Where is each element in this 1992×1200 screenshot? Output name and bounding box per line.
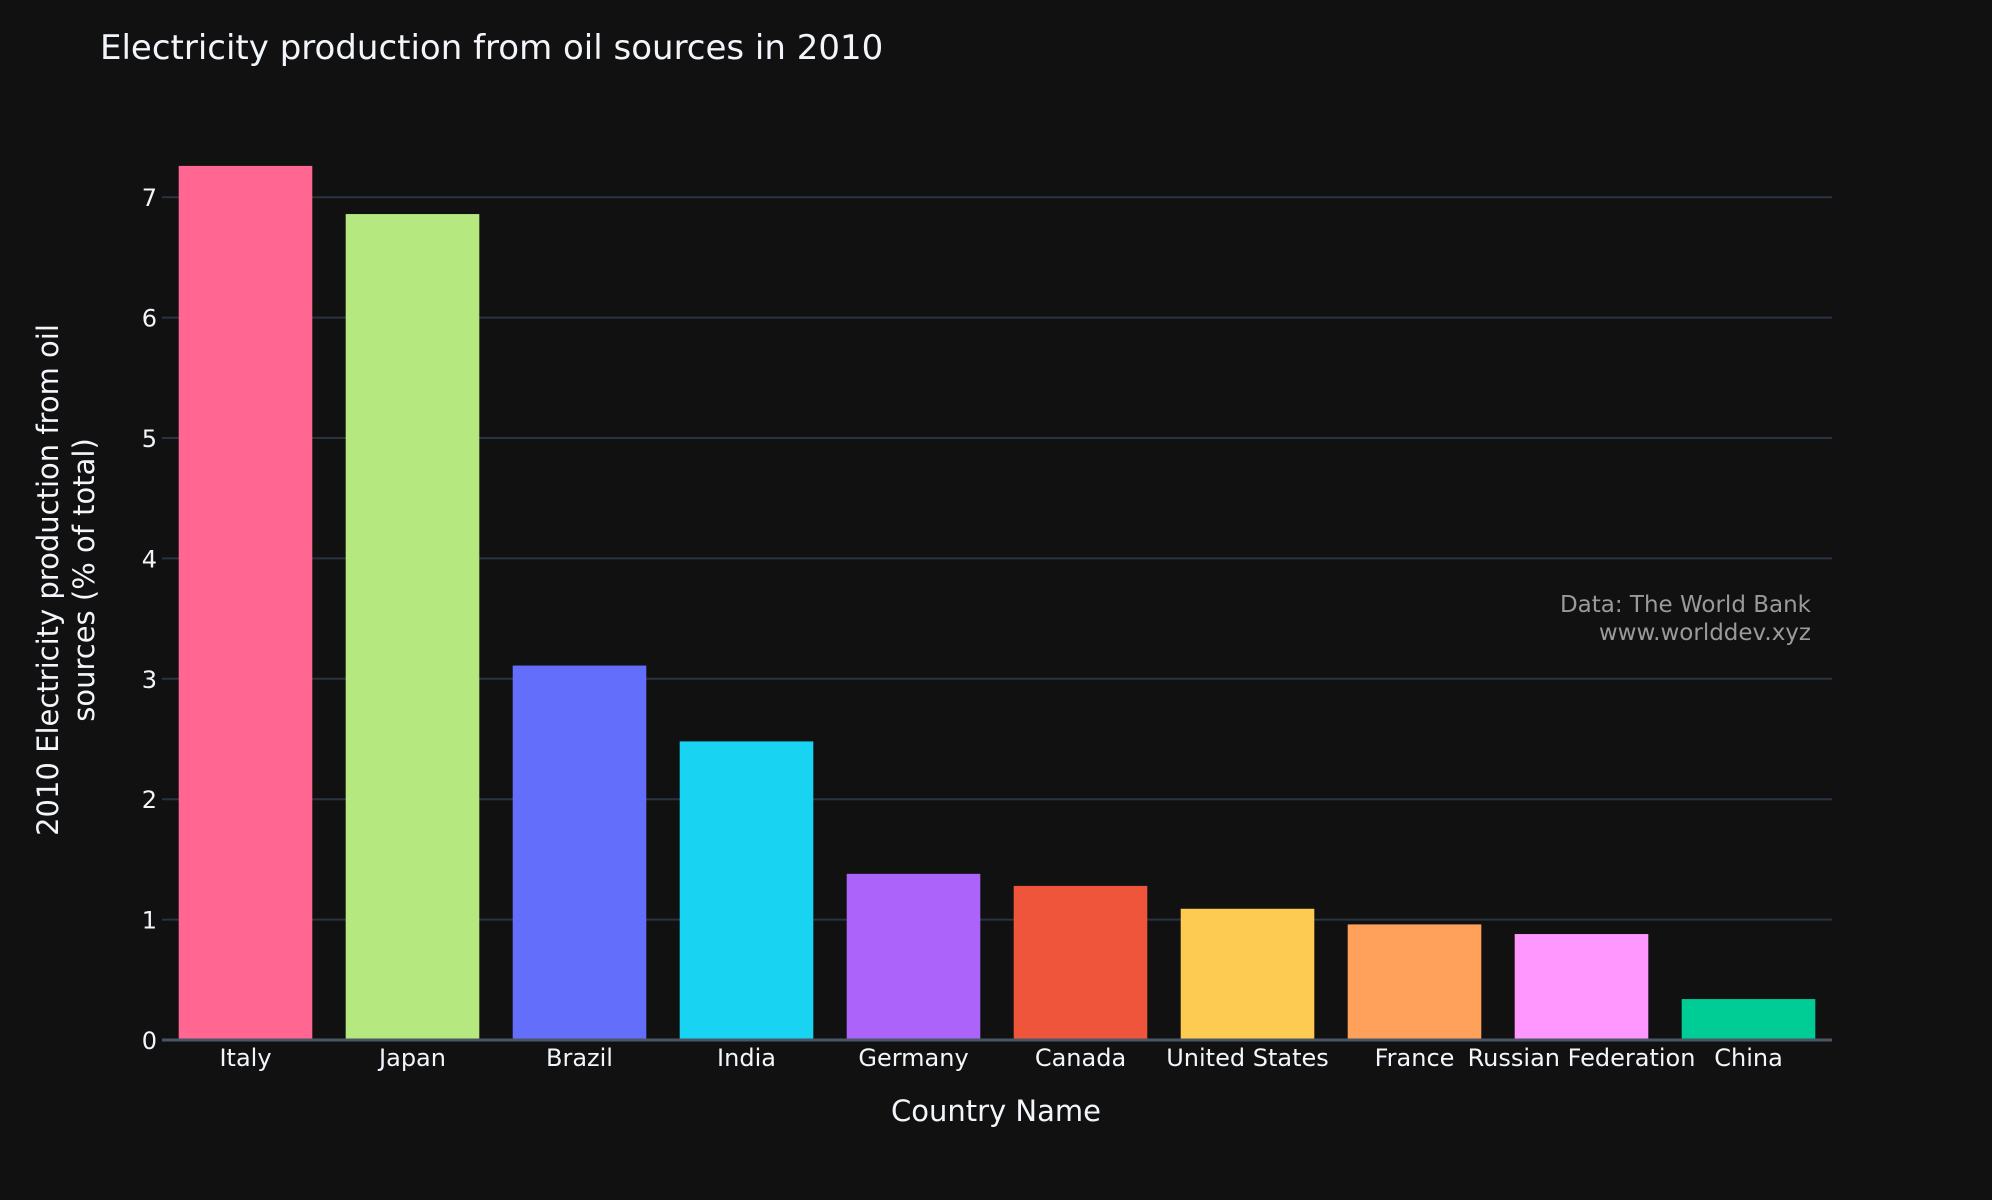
x-tick-labels: Italy Japan Brazil India Germany Canada United…	[219, 1044, 1782, 1072]
y-tick-label-3: 3	[142, 666, 157, 694]
x-tick-label-canada: Canada	[1035, 1044, 1126, 1072]
x-tick-label-united-states: United States	[1166, 1044, 1329, 1072]
bar-india[interactable]	[679, 741, 814, 1040]
x-tick-label-japan: Japan	[377, 1044, 446, 1072]
y-tick-label-4: 4	[142, 545, 157, 573]
y-axis-title: 2010 Electricity production from oil sou…	[31, 324, 101, 836]
annotation-line-2: www.worlddev.xyz	[1599, 620, 1811, 646]
y-tick-label-6: 6	[142, 305, 157, 333]
bar-china[interactable]	[1681, 999, 1816, 1040]
annotation-line-1: Data: The World Bank	[1560, 592, 1812, 618]
y-tick-label-7: 7	[142, 184, 157, 212]
x-axis-title: Country Name	[891, 1094, 1101, 1128]
bar-france[interactable]	[1347, 924, 1482, 1040]
bar-italy[interactable]	[178, 165, 313, 1040]
bar-brazil[interactable]	[512, 665, 647, 1040]
y-axis-title-line-2: sources (% of total)	[67, 438, 101, 722]
bar-japan[interactable]	[345, 214, 480, 1040]
x-tick-label-italy: Italy	[219, 1044, 271, 1072]
x-tick-label-brazil: Brazil	[546, 1044, 613, 1072]
x-tick-label-russian-federation: Russian Federation	[1468, 1044, 1696, 1072]
y-tick-label-1: 1	[142, 907, 157, 935]
x-tick-label-france: France	[1375, 1044, 1455, 1072]
y-tick-label-5: 5	[142, 425, 157, 453]
chart-title: Electricity production from oil sources …	[100, 28, 883, 68]
x-tick-label-china: China	[1714, 1044, 1783, 1072]
bars	[162, 165, 1832, 1042]
y-tick-label-0: 0	[142, 1027, 157, 1055]
bar-united-states[interactable]	[1180, 908, 1315, 1040]
bar-germany[interactable]	[846, 873, 981, 1040]
x-tick-label-india: India	[717, 1044, 776, 1072]
source-annotation: Data: The World Bank www.worlddev.xyz	[1560, 592, 1812, 646]
y-tick-labels: 0 1 2 3 4 5 6 7	[142, 184, 157, 1055]
y-axis-title-line-1: 2010 Electricity production from oil	[31, 324, 65, 836]
x-tick-label-germany: Germany	[858, 1044, 968, 1072]
bar-canada[interactable]	[1013, 885, 1148, 1040]
y-tick-label-2: 2	[142, 786, 157, 814]
bar-russian-federation[interactable]	[1514, 934, 1649, 1040]
